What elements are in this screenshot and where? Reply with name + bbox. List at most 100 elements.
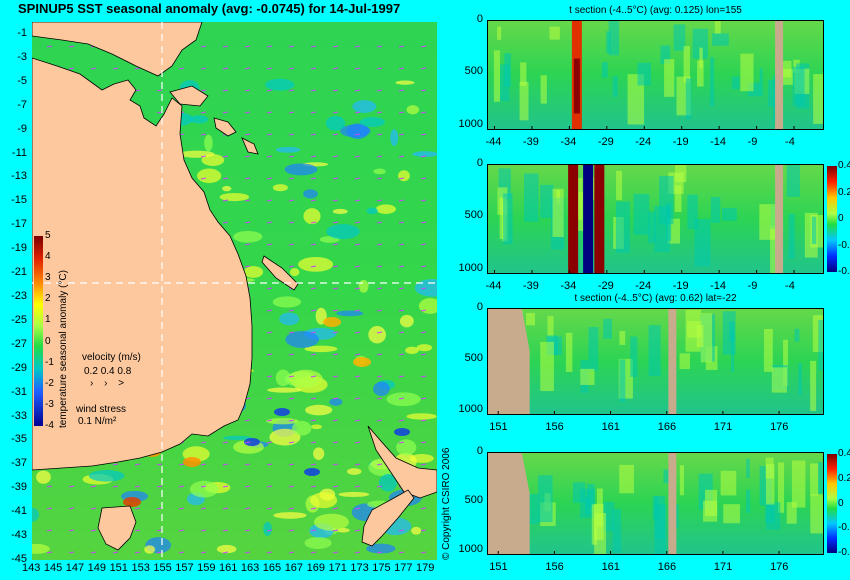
map-anomaly-blob bbox=[366, 543, 396, 554]
velocity-arrow bbox=[222, 507, 229, 510]
map-y-tick-label: -13 bbox=[11, 170, 27, 183]
section-x-tick-label: -39 bbox=[522, 280, 539, 292]
velocity-arrow bbox=[376, 67, 383, 70]
map-warm-anomaly bbox=[183, 457, 201, 467]
velocity-arrow bbox=[310, 177, 317, 180]
section-texture bbox=[603, 501, 615, 532]
map-anomaly-blob bbox=[279, 312, 300, 326]
map-anomaly-blob bbox=[243, 266, 264, 278]
map-anomaly-blob bbox=[197, 168, 222, 184]
section-x-tick-label: -4 bbox=[785, 136, 795, 148]
section-texture bbox=[794, 328, 800, 342]
velocity-arrow bbox=[134, 67, 141, 70]
velocity-arrow bbox=[354, 89, 361, 92]
section-texture bbox=[746, 489, 751, 513]
section-land bbox=[487, 308, 530, 415]
section-texture bbox=[813, 74, 824, 124]
velocity-arrow bbox=[90, 507, 97, 510]
map-anomaly-blob bbox=[396, 439, 417, 456]
velocity-arrow bbox=[244, 199, 251, 202]
velocity-arrow bbox=[420, 133, 427, 136]
section-y-tick-label: 0 bbox=[476, 301, 483, 313]
velocity-arrow bbox=[310, 309, 317, 312]
velocity-arrow bbox=[288, 353, 295, 356]
velocity-arrow bbox=[244, 551, 251, 554]
velocity-arrow bbox=[244, 529, 251, 532]
velocity-legend-label: velocity (m/s) bbox=[82, 352, 141, 363]
velocity-arrow bbox=[200, 463, 207, 466]
velocity-arrow bbox=[244, 177, 251, 180]
velocity-arrow bbox=[310, 353, 317, 356]
map-y-ticks: -1 -3 -5 -7 -9 -11 -13 -15 -17 -19 -21 -23 -25 -27 -29… bbox=[0, 24, 30, 565]
velocity-arrow bbox=[222, 463, 229, 466]
map-y-tick-label: -23 bbox=[11, 289, 27, 302]
map-anomaly-blob bbox=[390, 129, 399, 147]
map-anomaly-blob bbox=[265, 78, 295, 91]
velocity-arrow bbox=[266, 375, 273, 378]
velocity-arrow bbox=[156, 89, 163, 92]
section-y-tick-label: 0 bbox=[476, 157, 483, 169]
map-anomaly-blob bbox=[288, 369, 323, 388]
velocity-arrow bbox=[376, 287, 383, 290]
velocity-arrow bbox=[332, 485, 339, 488]
section-y-tick-label: 500 bbox=[464, 209, 483, 222]
velocity-arrow bbox=[178, 463, 185, 466]
section-texture bbox=[759, 204, 777, 240]
map-y-tick-label: -37 bbox=[11, 457, 27, 470]
map-y-tick-label: -19 bbox=[11, 242, 27, 255]
velocity-arrow bbox=[332, 331, 339, 334]
velocity-arrow bbox=[266, 419, 273, 422]
velocity-arrow bbox=[354, 375, 361, 378]
section-colorbar-tick: -0.4 bbox=[838, 266, 850, 277]
velocity-arrow bbox=[222, 89, 229, 92]
section-y-tick-label: 1000 bbox=[458, 117, 483, 130]
map-anomaly-blob bbox=[32, 543, 50, 554]
velocity-arrow bbox=[266, 353, 273, 356]
section-texture bbox=[588, 327, 599, 371]
map-anomaly-blob bbox=[273, 512, 307, 519]
velocity-arrow bbox=[310, 45, 317, 48]
velocity-arrow bbox=[68, 551, 75, 554]
map-y-tick-label: -31 bbox=[11, 385, 27, 398]
velocity-arrow bbox=[310, 375, 317, 378]
velocity-arrow bbox=[354, 133, 361, 136]
section-anomaly-core bbox=[573, 58, 580, 114]
map-anomaly-blob bbox=[375, 204, 396, 214]
velocity-arrow bbox=[332, 287, 339, 290]
velocity-arrow bbox=[222, 441, 229, 444]
velocity-arrow bbox=[288, 375, 295, 378]
map-anomaly-blob bbox=[88, 470, 125, 482]
velocity-arrow bbox=[310, 265, 317, 268]
velocity-arrow bbox=[244, 155, 251, 158]
velocity-arrow bbox=[376, 551, 383, 554]
solomon-islands-land-2 bbox=[241, 137, 259, 155]
map-anomaly-blob bbox=[36, 470, 51, 484]
section-x-tick-label: 156 bbox=[545, 561, 564, 573]
section-texture bbox=[746, 458, 750, 479]
map-y-tick-label: -43 bbox=[11, 529, 27, 542]
velocity-arrow bbox=[266, 551, 273, 554]
velocity-arrow bbox=[200, 45, 207, 48]
velocity-arrow bbox=[398, 309, 405, 312]
velocity-arrow bbox=[420, 243, 427, 246]
velocity-arrow bbox=[420, 375, 427, 378]
map-anomaly-blob bbox=[32, 507, 39, 522]
section-texture bbox=[520, 62, 527, 86]
velocity-arrow bbox=[288, 243, 295, 246]
velocity-arrow bbox=[310, 199, 317, 202]
velocity-arrow bbox=[420, 463, 427, 466]
section-y-tick-label: 1000 bbox=[458, 543, 483, 556]
velocity-arrow bbox=[332, 133, 339, 136]
section-texture bbox=[627, 74, 645, 125]
section-y-tick-label: 1000 bbox=[458, 261, 483, 274]
velocity-arrow bbox=[156, 551, 163, 554]
velocity-arrow bbox=[398, 199, 405, 202]
map-colorbar-label: temperature seasonal anomaly (°C) bbox=[58, 270, 69, 428]
velocity-arrow bbox=[68, 485, 75, 488]
velocity-arrow bbox=[398, 419, 405, 422]
section-land bbox=[487, 452, 530, 555]
map-anomaly-blob bbox=[189, 115, 209, 124]
map-y-tick-label: -35 bbox=[11, 433, 27, 446]
velocity-arrow bbox=[310, 463, 317, 466]
velocity-arrow bbox=[178, 529, 185, 532]
